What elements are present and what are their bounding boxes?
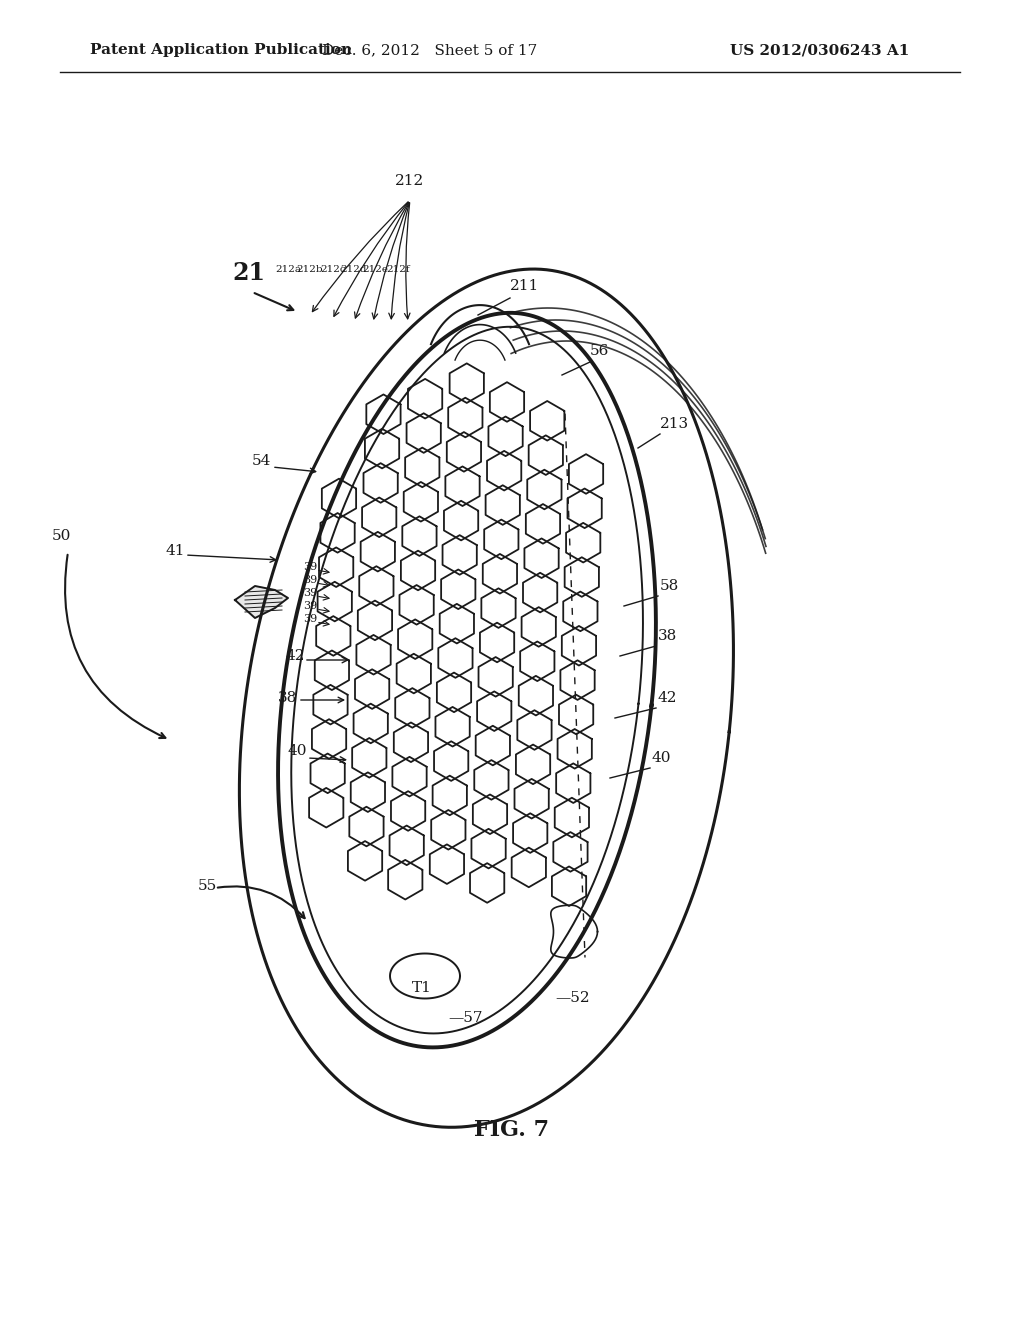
Text: 39: 39 xyxy=(303,576,317,585)
Text: 39: 39 xyxy=(303,614,317,624)
Text: 55: 55 xyxy=(198,879,217,894)
Text: US 2012/0306243 A1: US 2012/0306243 A1 xyxy=(730,44,909,57)
Text: —52: —52 xyxy=(555,991,590,1005)
Text: 50: 50 xyxy=(52,529,72,543)
Text: 39: 39 xyxy=(303,587,317,598)
Text: —57: —57 xyxy=(449,1011,482,1026)
Text: 54: 54 xyxy=(252,454,271,469)
Text: 40: 40 xyxy=(652,751,672,766)
Text: T1: T1 xyxy=(412,981,432,995)
Text: 42: 42 xyxy=(658,690,678,705)
Text: 212d: 212d xyxy=(341,265,368,275)
Text: 212a: 212a xyxy=(275,265,301,275)
Text: 212b: 212b xyxy=(297,265,324,275)
Text: 212c: 212c xyxy=(321,265,346,275)
Text: 42: 42 xyxy=(285,649,304,663)
Text: 38: 38 xyxy=(278,690,297,705)
Text: 211: 211 xyxy=(510,279,540,293)
Text: 21: 21 xyxy=(232,261,265,285)
Text: 40: 40 xyxy=(287,744,306,758)
Text: 212e: 212e xyxy=(362,265,388,275)
Text: 39: 39 xyxy=(303,562,317,572)
Text: 58: 58 xyxy=(660,579,679,593)
Text: Dec. 6, 2012   Sheet 5 of 17: Dec. 6, 2012 Sheet 5 of 17 xyxy=(323,44,538,57)
Text: 212: 212 xyxy=(395,174,425,187)
Text: 39: 39 xyxy=(303,601,317,611)
Text: 56: 56 xyxy=(590,345,609,358)
Text: 213: 213 xyxy=(660,417,689,432)
Polygon shape xyxy=(234,586,288,618)
Text: 212f: 212f xyxy=(386,265,410,275)
Text: 41: 41 xyxy=(165,544,184,558)
Text: 38: 38 xyxy=(658,630,677,643)
Text: Patent Application Publication: Patent Application Publication xyxy=(90,44,352,57)
Text: FIG. 7: FIG. 7 xyxy=(474,1119,550,1140)
